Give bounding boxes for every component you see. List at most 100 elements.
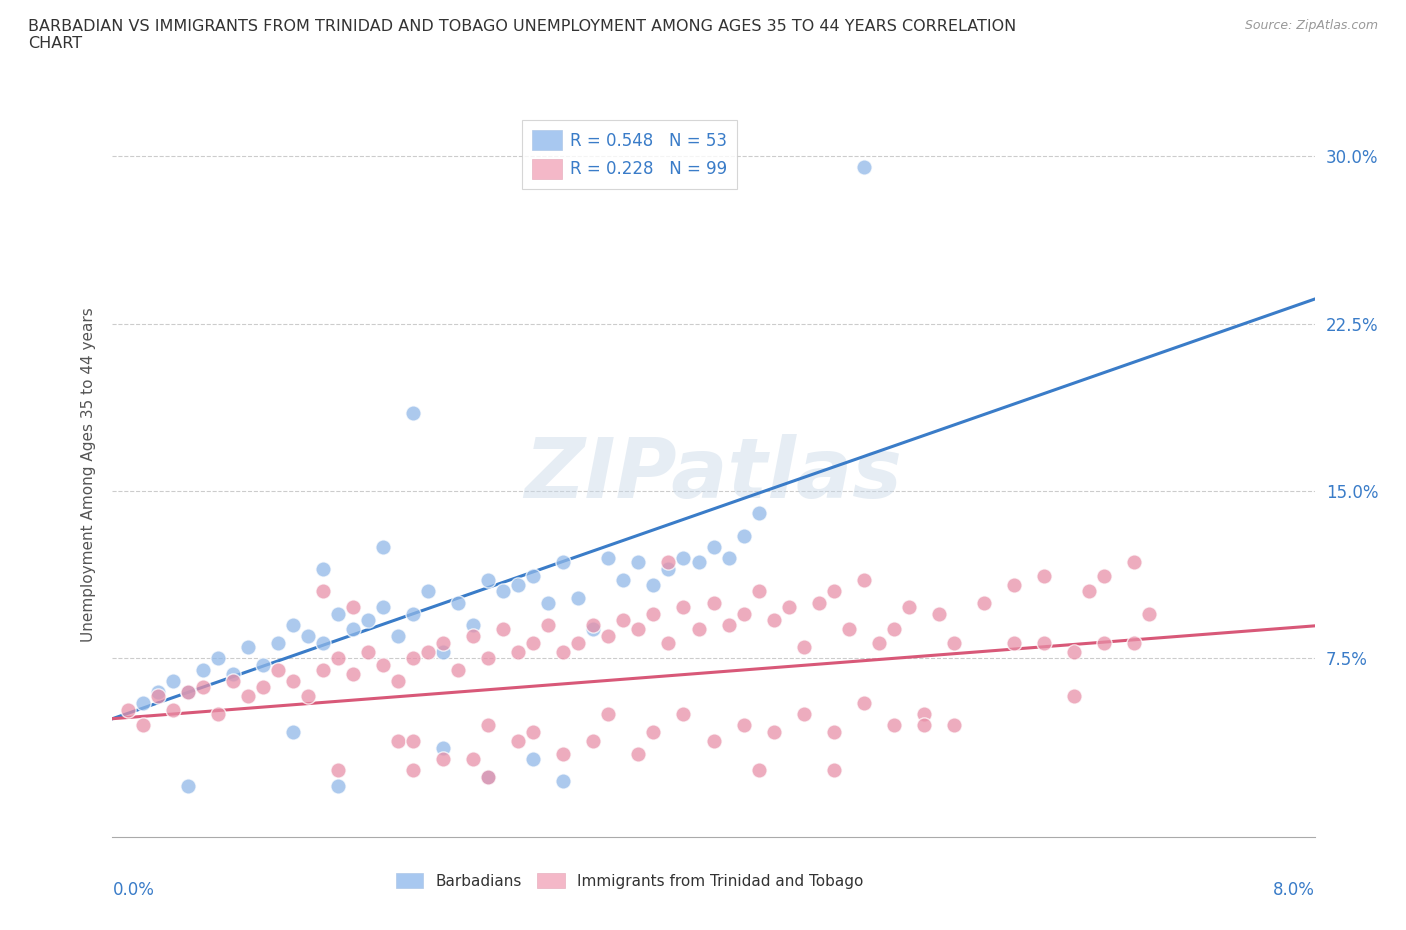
Point <box>612 573 634 588</box>
Point <box>627 747 650 762</box>
Point <box>912 707 935 722</box>
Point <box>928 606 950 621</box>
Point <box>537 595 560 610</box>
Point <box>1033 568 1056 583</box>
Point <box>688 555 710 570</box>
Point <box>1063 689 1085 704</box>
Point <box>402 606 425 621</box>
Point <box>1063 644 1085 659</box>
Point <box>553 747 575 762</box>
Point <box>1002 635 1025 650</box>
Text: BARBADIAN VS IMMIGRANTS FROM TRINIDAD AND TOBAGO UNEMPLOYMENT AMONG AGES 35 TO 4: BARBADIAN VS IMMIGRANTS FROM TRINIDAD AN… <box>28 19 1017 51</box>
Point <box>357 613 380 628</box>
Point <box>281 673 304 688</box>
Point <box>582 618 605 632</box>
Point <box>432 740 454 755</box>
Point <box>342 600 364 615</box>
Point <box>222 673 245 688</box>
Point <box>387 734 409 749</box>
Point <box>326 606 349 621</box>
Point <box>432 751 454 766</box>
Point <box>207 651 229 666</box>
Point <box>537 618 560 632</box>
Point <box>162 673 184 688</box>
Legend: Barbadians, Immigrants from Trinidad and Tobago: Barbadians, Immigrants from Trinidad and… <box>389 867 869 895</box>
Point <box>371 658 394 672</box>
Point <box>1092 635 1115 650</box>
Point <box>912 718 935 733</box>
Point <box>267 635 290 650</box>
Point <box>567 635 589 650</box>
Point <box>1137 606 1160 621</box>
Point <box>191 662 214 677</box>
Point <box>312 635 335 650</box>
Point <box>553 555 575 570</box>
Point <box>416 584 439 599</box>
Point <box>598 707 620 722</box>
Point <box>883 718 905 733</box>
Point <box>342 622 364 637</box>
Point <box>1033 635 1056 650</box>
Point <box>477 769 499 784</box>
Point <box>492 622 515 637</box>
Point <box>522 568 544 583</box>
Point <box>371 600 394 615</box>
Point <box>477 718 499 733</box>
Point <box>657 562 679 577</box>
Point <box>868 635 890 650</box>
Point <box>1123 555 1146 570</box>
Point <box>162 702 184 717</box>
Point <box>852 160 875 175</box>
Point <box>312 562 335 577</box>
Point <box>326 651 349 666</box>
Point <box>447 595 470 610</box>
Text: 0.0%: 0.0% <box>112 881 155 898</box>
Point <box>807 595 830 610</box>
Point <box>176 684 198 699</box>
Point <box>657 635 679 650</box>
Point <box>222 667 245 682</box>
Point <box>191 680 214 695</box>
Point <box>643 606 665 621</box>
Point <box>717 618 740 632</box>
Point <box>477 651 499 666</box>
Point <box>146 689 169 704</box>
Point <box>387 629 409 644</box>
Point <box>342 667 364 682</box>
Point <box>402 405 425 420</box>
Point <box>1002 578 1025 592</box>
Point <box>733 606 755 621</box>
Point <box>281 724 304 739</box>
Point <box>477 573 499 588</box>
Point <box>553 644 575 659</box>
Point <box>598 629 620 644</box>
Text: Source: ZipAtlas.com: Source: ZipAtlas.com <box>1244 19 1378 32</box>
Point <box>236 640 259 655</box>
Point <box>402 763 425 777</box>
Point <box>176 684 198 699</box>
Point <box>897 600 920 615</box>
Point <box>312 662 335 677</box>
Point <box>762 613 785 628</box>
Y-axis label: Unemployment Among Ages 35 to 44 years: Unemployment Among Ages 35 to 44 years <box>80 307 96 642</box>
Point <box>567 591 589 605</box>
Point <box>942 718 965 733</box>
Point <box>1092 568 1115 583</box>
Point <box>748 763 770 777</box>
Point <box>1123 635 1146 650</box>
Point <box>778 600 800 615</box>
Point <box>793 640 815 655</box>
Point <box>598 551 620 565</box>
Point <box>508 578 530 592</box>
Point <box>461 618 484 632</box>
Point <box>748 506 770 521</box>
Point <box>402 734 425 749</box>
Point <box>326 763 349 777</box>
Point <box>627 622 650 637</box>
Point <box>416 644 439 659</box>
Point <box>748 584 770 599</box>
Point <box>357 644 380 659</box>
Point <box>477 769 499 784</box>
Point <box>643 578 665 592</box>
Point <box>146 684 169 699</box>
